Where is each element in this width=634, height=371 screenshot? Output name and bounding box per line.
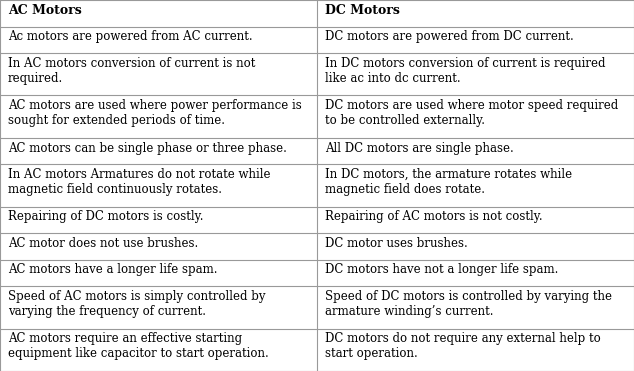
Text: AC motors require an effective starting
equipment like capacitor to start operat: AC motors require an effective starting … — [8, 332, 268, 360]
FancyBboxPatch shape — [317, 26, 634, 53]
FancyBboxPatch shape — [0, 207, 317, 233]
Text: In DC motors, the armature rotates while
magnetic field does rotate.: In DC motors, the armature rotates while… — [325, 168, 572, 196]
FancyBboxPatch shape — [0, 138, 317, 164]
Text: AC motors are used where power performance is
sought for extended periods of tim: AC motors are used where power performan… — [8, 99, 301, 127]
FancyBboxPatch shape — [317, 233, 634, 260]
Text: DC motors are powered from DC current.: DC motors are powered from DC current. — [325, 30, 573, 43]
Text: Ac motors are powered from AC current.: Ac motors are powered from AC current. — [8, 30, 252, 43]
FancyBboxPatch shape — [0, 26, 317, 53]
FancyBboxPatch shape — [0, 260, 317, 286]
Text: Speed of DC motors is controlled by varying the
armature winding’s current.: Speed of DC motors is controlled by vary… — [325, 290, 612, 318]
FancyBboxPatch shape — [0, 164, 317, 207]
FancyBboxPatch shape — [317, 329, 634, 371]
Text: DC motors are used where motor speed required
to be controlled externally.: DC motors are used where motor speed req… — [325, 99, 618, 127]
FancyBboxPatch shape — [0, 233, 317, 260]
Text: In AC motors conversion of current is not
required.: In AC motors conversion of current is no… — [8, 57, 255, 85]
Text: Repairing of AC motors is not costly.: Repairing of AC motors is not costly. — [325, 210, 542, 223]
Text: DC motors have not a longer life spam.: DC motors have not a longer life spam. — [325, 263, 558, 276]
Text: Repairing of DC motors is costly.: Repairing of DC motors is costly. — [8, 210, 203, 223]
FancyBboxPatch shape — [317, 95, 634, 138]
Text: AC motor does not use brushes.: AC motor does not use brushes. — [8, 237, 198, 250]
Text: In AC motors Armatures do not rotate while
magnetic field continuously rotates.: In AC motors Armatures do not rotate whi… — [8, 168, 270, 196]
FancyBboxPatch shape — [0, 0, 317, 26]
Text: DC motor uses brushes.: DC motor uses brushes. — [325, 237, 467, 250]
FancyBboxPatch shape — [317, 286, 634, 329]
FancyBboxPatch shape — [0, 53, 317, 95]
FancyBboxPatch shape — [0, 286, 317, 329]
Text: All DC motors are single phase.: All DC motors are single phase. — [325, 141, 514, 154]
FancyBboxPatch shape — [317, 138, 634, 164]
FancyBboxPatch shape — [317, 0, 634, 26]
Text: AC motors have a longer life spam.: AC motors have a longer life spam. — [8, 263, 217, 276]
Text: DC motors do not require any external help to
start operation.: DC motors do not require any external he… — [325, 332, 600, 360]
FancyBboxPatch shape — [0, 329, 317, 371]
Text: In DC motors conversion of current is required
like ac into dc current.: In DC motors conversion of current is re… — [325, 57, 605, 85]
Text: AC Motors: AC Motors — [8, 4, 81, 17]
Text: DC Motors: DC Motors — [325, 4, 399, 17]
FancyBboxPatch shape — [0, 95, 317, 138]
FancyBboxPatch shape — [317, 164, 634, 207]
Text: AC motors can be single phase or three phase.: AC motors can be single phase or three p… — [8, 141, 287, 154]
FancyBboxPatch shape — [317, 53, 634, 95]
FancyBboxPatch shape — [317, 260, 634, 286]
FancyBboxPatch shape — [317, 207, 634, 233]
Text: Speed of AC motors is simply controlled by
varying the frequency of current.: Speed of AC motors is simply controlled … — [8, 290, 265, 318]
